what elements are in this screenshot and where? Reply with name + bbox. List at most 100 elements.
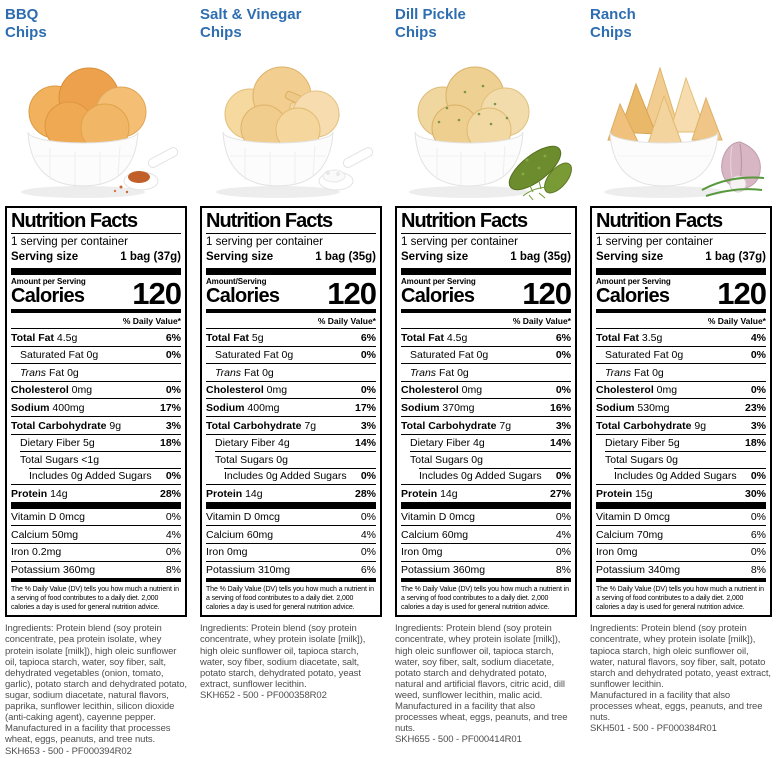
calories-value: 120 — [522, 275, 572, 311]
nutrient-row: Trans Fat 0g — [206, 363, 376, 381]
divider-thick — [596, 501, 766, 509]
chips-icon — [224, 66, 340, 153]
nutrient-row: Potassium 310mg 6% — [206, 560, 376, 579]
nutrient-row: Saturated Fat 0g 0% — [401, 345, 571, 364]
bowl-icon — [609, 131, 719, 187]
nutrient-row: Saturated Fat 0g 0% — [596, 345, 766, 364]
serving-size-value: 1 bag (35g) — [510, 250, 571, 263]
nutrient-row: Total Carbohydrate 9g 3% — [11, 416, 181, 434]
product-column-salt-vinegar: Salt & Vinegar Chips — [200, 6, 382, 758]
shadow — [409, 186, 529, 198]
nutrient-row: Iron 0mg 0% — [206, 542, 376, 561]
serving-size-label: Serving size — [596, 250, 664, 263]
label-footnote: The % Daily Value (DV) tells you how muc… — [401, 586, 569, 612]
nutrition-label: Nutrition Facts 1 serving per container … — [5, 206, 187, 618]
serving-size-value: 1 bag (37g) — [120, 250, 181, 263]
nutrient-row: Protein 15g 30% — [596, 484, 766, 502]
product-photo-salt-vinegar — [200, 56, 382, 206]
nutrient-row: Protein 14g 27% — [401, 484, 571, 502]
label-footnote: The % Daily Value (DV) tells you how muc… — [11, 586, 179, 612]
nutrient-row: Cholesterol 0mg 0% — [401, 380, 571, 399]
label-footnote: The % Daily Value (DV) tells you how muc… — [596, 586, 764, 612]
amount-per-serving-label: Amount per Serving — [401, 276, 476, 286]
calories-row: Amount per Serving Calories 120 — [596, 275, 767, 311]
divider-medium — [206, 309, 376, 314]
calories-label: Calories — [206, 285, 280, 308]
nutrition-label: Nutrition Facts 1 serving per container … — [590, 206, 772, 618]
serving-size-row: Serving size 1 bag (37g) — [596, 250, 766, 268]
nutrient-row: Includes 0g Added Sugars 0% — [11, 467, 181, 485]
shadow — [21, 186, 145, 198]
nutrient-row: Calcium 70mg 6% — [596, 525, 766, 543]
nutrient-rows: Total Fat 4.5g 6% Saturated Fat 0g 0% Trans … — [401, 329, 571, 502]
ingredients-text: Ingredients: Protein blend (soy protein … — [200, 623, 366, 690]
vitamin-rows: Vitamin D 0mcg 0% Calcium 50mg 4% Iron 0.2mg… — [11, 509, 181, 578]
salt-spoon-icon — [318, 147, 374, 191]
nutrient-row: Total Carbohydrate 7g 3% — [206, 416, 376, 434]
serving-size-row: Serving size 1 bag (35g) — [206, 250, 376, 268]
daily-value-header: % Daily Value* — [401, 313, 571, 330]
label-footnote: The % Daily Value (DV) tells you how muc… — [206, 586, 374, 612]
nutrient-row: Total Fat 4.5g 6% — [11, 331, 181, 344]
chips-icon — [28, 67, 147, 153]
divider-thick — [596, 267, 766, 275]
nutrient-rows: Total Fat 3.5g 4% Saturated Fat 0g 0% Trans … — [596, 329, 766, 502]
nutrition-label: Nutrition Facts 1 serving per container … — [395, 206, 577, 618]
nutrient-row: Vitamin D 0mcg 0% — [401, 511, 571, 524]
nutrient-row: Potassium 360mg 8% — [401, 560, 571, 579]
nutrient-row: Protein 14g 28% — [206, 484, 376, 502]
chive-icon — [701, 176, 765, 197]
shadow — [216, 186, 340, 198]
vitamin-rows: Vitamin D 0mcg 0% Calcium 60mg 4% Iron 0mg 0%… — [206, 509, 376, 578]
amount-per-serving-label: Amount per Serving — [11, 276, 86, 286]
calories-row: Amount/Serving Calories 120 — [206, 275, 377, 310]
product-photo-bbq — [5, 56, 187, 206]
nutrient-row: Sodium 400mg 17% — [206, 398, 376, 416]
servings-per-container: 1 serving per container — [596, 236, 713, 248]
nutrition-facts-heading: Nutrition Facts — [206, 211, 376, 234]
nutrient-row: Protein 14g 28% — [11, 484, 181, 502]
divider-medium — [11, 309, 181, 314]
serving-size-label: Serving size — [11, 250, 79, 263]
sku-code: SKH655 - 500 - PF000414R01 — [395, 734, 522, 746]
calories-value: 120 — [717, 275, 767, 311]
nutrient-row: Total Fat 3.5g 4% — [596, 331, 766, 344]
nutrient-row: Calcium 50mg 4% — [11, 525, 181, 543]
servings-per-container: 1 serving per container — [206, 236, 323, 248]
nutrient-row: Cholesterol 0mg 0% — [206, 380, 376, 399]
calories-row: Amount per Serving Calories 120 — [401, 275, 572, 311]
sku-code: SKH501 - 500 - PF000384R01 — [590, 723, 717, 735]
nutrient-row: Trans Fat 0g — [596, 363, 766, 381]
divider-thick — [206, 267, 376, 275]
spice-spoon-icon — [113, 147, 179, 194]
product-column-dill-pickle: Dill Pickle Chips — [395, 6, 577, 758]
nutrient-row: Vitamin D 0mcg 0% — [206, 511, 376, 524]
nutrient-row: Sodium 400mg 17% — [11, 398, 181, 416]
garlic-icon — [721, 141, 761, 193]
divider-thick — [401, 501, 571, 509]
nutrient-row: Total Fat 5g 6% — [206, 331, 376, 344]
product-photo-dill-pickle — [395, 56, 577, 206]
divider-medium — [596, 578, 766, 583]
servings-per-container: 1 serving per container — [401, 236, 518, 248]
nutrient-row: Iron 0mg 0% — [401, 542, 571, 561]
nutrient-row: Calcium 60mg 4% — [206, 525, 376, 543]
chips-icon — [607, 66, 723, 145]
nutrient-rows: Total Fat 4.5g 6% Saturated Fat 0g 0% Trans … — [11, 329, 181, 502]
nutrient-row: Trans Fat 0g — [401, 363, 571, 381]
sku-code: SKH653 - 500 - PF000394R02 — [5, 745, 132, 757]
nutrient-row: Total Sugars 0g — [596, 451, 766, 468]
nutrient-row: Potassium 340mg 8% — [596, 560, 766, 579]
nutrient-row: Dietary Fiber 5g 18% — [596, 433, 766, 452]
product-column-bbq: BBQ Chips — [5, 6, 187, 758]
serving-size-row: Serving size 1 bag (35g) — [401, 250, 571, 268]
nutrient-row: Cholesterol 0mg 0% — [596, 380, 766, 399]
nutrient-row: Potassium 360mg 8% — [11, 560, 181, 579]
ingredients-text: Ingredients: Protein blend (soy protein … — [395, 623, 568, 735]
nutrient-row: Trans Fat 0g — [11, 363, 181, 381]
nutrient-row: Includes 0g Added Sugars 0% — [206, 467, 376, 485]
product-title: Dill Pickle Chips — [395, 6, 466, 42]
nutrition-label: Nutrition Facts 1 serving per container … — [200, 206, 382, 618]
product-photo-ranch — [590, 56, 772, 206]
